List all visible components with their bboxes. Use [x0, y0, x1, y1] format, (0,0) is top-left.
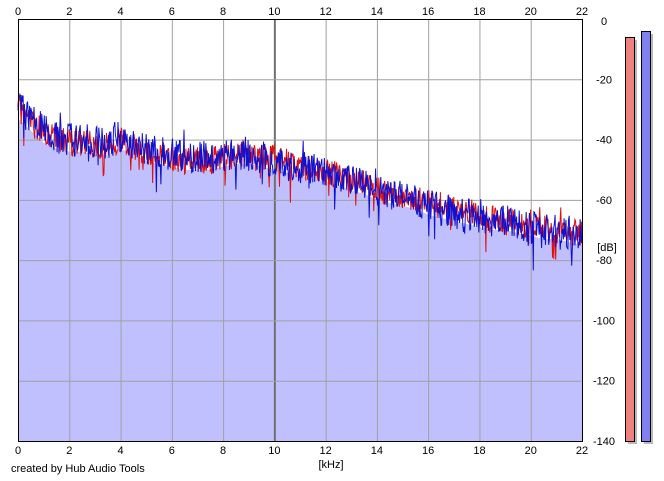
series-blue-line — [17, 92, 583, 271]
x-tick-label: 0 — [15, 6, 21, 18]
x-tick-label: 14 — [371, 445, 383, 457]
x-tick-label: 16 — [422, 6, 434, 18]
x-tick-label: 10 — [268, 445, 280, 457]
y-tick-label: -100 — [593, 315, 615, 327]
x-tick-label: 12 — [320, 445, 332, 457]
x-tick-label: 12 — [320, 6, 332, 18]
level-meter-bar — [625, 36, 635, 442]
x-tick-label: 2 — [66, 445, 72, 457]
y-tick-label: 0 — [601, 16, 607, 28]
x-tick-label: 2 — [66, 6, 72, 18]
x-tick-label: 14 — [371, 6, 383, 18]
x-tick-label: 6 — [169, 445, 175, 457]
y-tick-label: -20 — [596, 74, 612, 86]
x-tick-label: 20 — [525, 6, 537, 18]
y-tick-label: -80 — [596, 255, 612, 267]
y-tick-label: -60 — [596, 195, 612, 207]
x-tick-label: 22 — [576, 6, 588, 18]
x-tick-label: 20 — [525, 445, 537, 457]
y-tick-label: -140 — [593, 436, 615, 448]
y-tick-label: -120 — [593, 376, 615, 388]
x-axis-label: [kHz] — [318, 459, 343, 471]
x-tick-label: 8 — [220, 445, 226, 457]
plot-frame — [18, 19, 583, 442]
y-axis-label: [dB] — [597, 242, 617, 254]
level-meter-bar — [641, 30, 651, 442]
y-tick-labels: 0 -20 -40 -60 -80 -100 -120 -140 — [593, 16, 615, 448]
x-tick-labels-bottom: 0 2 4 6 8 10 12 14 16 18 20 22 — [15, 445, 588, 457]
x-tick-label: 16 — [422, 445, 434, 457]
x-tick-label: 6 — [169, 6, 175, 18]
x-tick-label: 18 — [473, 6, 485, 18]
credit-text: created by Hub Audio Tools — [11, 463, 145, 475]
level-meters — [625, 30, 653, 444]
x-tick-label: 18 — [473, 445, 485, 457]
y-tick-label: -40 — [596, 135, 612, 147]
x-tick-label: 4 — [117, 6, 123, 18]
x-tick-label: 0 — [15, 445, 21, 457]
x-tick-label: 8 — [220, 6, 226, 18]
spectrum-fill-area — [18, 118, 582, 441]
x-tick-label: 10 — [268, 6, 280, 18]
x-tick-label: 4 — [117, 445, 123, 457]
x-tick-label: 22 — [576, 445, 588, 457]
x-tick-labels-top: 0 2 4 6 8 10 12 14 16 18 20 22 — [15, 6, 588, 18]
